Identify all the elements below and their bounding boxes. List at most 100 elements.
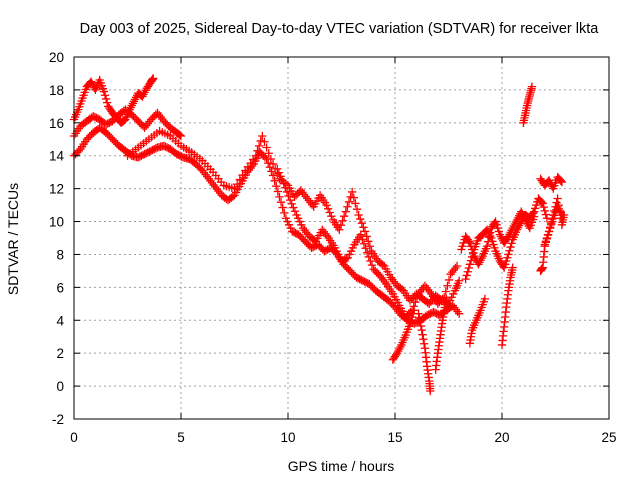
series-track-b	[69, 105, 186, 141]
data-point	[148, 145, 157, 155]
data-point	[351, 199, 360, 208]
data-point	[284, 220, 294, 229]
data-point	[359, 223, 368, 232]
data-point	[159, 141, 169, 151]
data-point	[259, 151, 268, 160]
data-point	[357, 219, 366, 228]
data-point	[84, 133, 93, 142]
data-point	[465, 260, 475, 269]
data-point	[349, 270, 358, 279]
data-point	[367, 261, 377, 270]
data-point	[138, 150, 148, 160]
y-tick-label: 16	[49, 116, 64, 131]
data-point	[343, 253, 353, 262]
data-point	[307, 243, 316, 253]
data-point	[491, 217, 500, 226]
data-point	[287, 199, 296, 209]
data-point	[341, 261, 350, 271]
data-point	[140, 149, 149, 159]
data-point	[279, 179, 288, 188]
data-point	[407, 294, 416, 304]
data-point	[302, 238, 311, 248]
data-point	[238, 170, 247, 180]
data-point	[416, 321, 426, 331]
data-point	[458, 242, 467, 251]
y-tick-labels: -2 0 2 4 6 8 10 12 14 16 18 20	[49, 50, 65, 427]
data-point	[196, 164, 205, 174]
data-point	[543, 230, 553, 239]
data-point	[99, 87, 109, 96]
data-point	[420, 339, 429, 348]
data-point	[442, 294, 451, 304]
data-point	[415, 313, 424, 322]
data-point	[342, 254, 351, 263]
data-point	[490, 243, 499, 253]
data-point	[283, 217, 292, 226]
data-point	[412, 293, 422, 303]
grid	[74, 57, 609, 419]
data-point	[277, 175, 287, 185]
data-point	[443, 281, 452, 290]
data-point	[103, 119, 112, 128]
data-point	[362, 232, 371, 241]
data-point	[262, 143, 271, 152]
data-point	[149, 74, 158, 83]
data-point	[295, 217, 304, 226]
data-point	[406, 316, 416, 325]
data-point	[358, 235, 367, 244]
data-point	[260, 137, 269, 146]
data-point	[320, 247, 329, 256]
data-point	[286, 223, 295, 233]
data-point	[359, 239, 369, 248]
data-point	[503, 253, 512, 262]
data-point	[555, 207, 564, 216]
data-point	[111, 138, 120, 147]
data-point	[300, 237, 310, 246]
data-point	[415, 317, 425, 327]
data-point	[137, 151, 146, 160]
data-point	[109, 136, 119, 146]
data-point	[414, 309, 423, 318]
data-point	[347, 268, 356, 277]
data-point	[360, 277, 369, 286]
data-point	[397, 285, 407, 294]
data-point	[430, 308, 440, 318]
data-point	[73, 148, 82, 157]
data-point	[346, 192, 355, 202]
y-tick-label: 0	[56, 379, 64, 394]
x-axis-title: GPS time / hours	[288, 458, 395, 474]
data-point	[366, 281, 376, 290]
data-point	[445, 296, 455, 305]
data-point	[537, 198, 546, 207]
x-tick-labels: 0 5 10 15 20 25	[70, 430, 616, 445]
y-tick-label: 12	[49, 182, 64, 197]
data-point	[284, 191, 293, 201]
data-point	[257, 149, 266, 159]
data-point	[146, 115, 156, 124]
y-tick-label: 8	[56, 247, 64, 262]
data-point	[353, 274, 363, 283]
data-point	[344, 197, 354, 206]
data-point	[501, 260, 510, 269]
data-point	[308, 242, 318, 252]
chart-title: Day 003 of 2025, Sidereal Day-to-day VTE…	[80, 21, 600, 37]
y-tick-label: 10	[49, 215, 64, 230]
data-point	[540, 240, 549, 249]
data-point	[340, 255, 349, 264]
data-point	[483, 237, 493, 246]
data-point	[161, 118, 170, 127]
y-axis-title: SDTVAR / TECUs	[5, 183, 21, 295]
x-tick-label: 10	[280, 430, 295, 445]
data-point	[191, 159, 201, 169]
data-point	[486, 228, 495, 237]
data-point	[489, 240, 498, 249]
data-point	[103, 98, 112, 107]
data-point	[344, 265, 353, 274]
data-point	[101, 94, 111, 104]
x-tick-label: 5	[177, 430, 185, 445]
data-point	[135, 152, 144, 161]
x-tick-label: 25	[601, 430, 616, 445]
data-point	[145, 147, 154, 156]
data-point	[335, 225, 344, 234]
data-point	[365, 279, 374, 289]
